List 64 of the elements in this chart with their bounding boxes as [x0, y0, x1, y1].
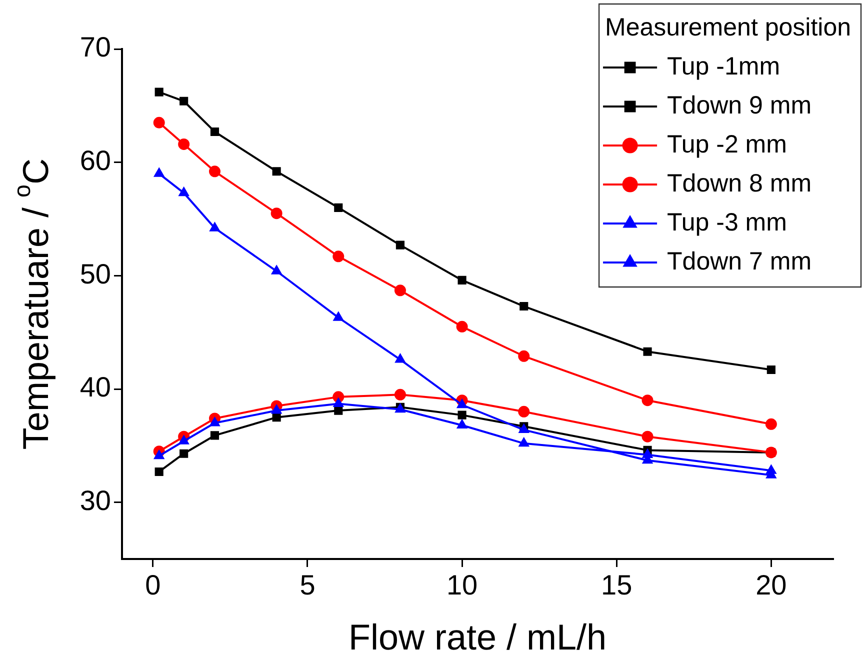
point	[154, 88, 164, 96]
point	[642, 394, 654, 406]
point	[178, 187, 189, 196]
point	[456, 399, 468, 408]
x-tick-label: 10	[446, 570, 478, 601]
point	[333, 398, 344, 407]
point	[765, 418, 777, 430]
point	[210, 222, 220, 232]
point	[518, 350, 530, 362]
point	[154, 467, 164, 476]
point	[154, 450, 164, 460]
point	[394, 284, 406, 296]
point	[518, 406, 530, 418]
point	[178, 138, 190, 150]
legend-label: Tup -1mm	[667, 52, 780, 80]
point	[178, 435, 189, 444]
y-tick-label: 70	[80, 32, 111, 63]
x-tick-label: 15	[601, 570, 632, 601]
point	[642, 448, 653, 458]
x-axis-title: Flow rate / mL/h	[348, 616, 607, 658]
x-tick-label: 5	[300, 570, 316, 601]
x-tick-label: 0	[145, 570, 161, 601]
x-tick-label: 20	[756, 570, 787, 601]
point	[458, 410, 466, 420]
legend-label: Tdown 7 mm	[667, 247, 812, 276]
point	[643, 347, 652, 356]
point	[334, 406, 343, 415]
point	[271, 404, 282, 414]
legend-label: Tdown 9 mm	[667, 91, 812, 120]
point	[396, 240, 405, 250]
y-tick-label: 50	[80, 258, 111, 290]
point	[456, 420, 468, 429]
point	[180, 449, 188, 458]
legend-title: Measurement position	[605, 13, 852, 42]
point	[456, 320, 468, 332]
y-tick-label: 30	[80, 485, 111, 516]
y-tick-label: 60	[80, 145, 111, 176]
point	[520, 302, 528, 311]
point	[518, 438, 529, 447]
point	[154, 168, 164, 177]
point	[208, 166, 220, 178]
point	[210, 127, 220, 136]
point	[766, 365, 776, 374]
point	[333, 312, 344, 321]
point	[458, 276, 466, 284]
point	[395, 354, 406, 363]
point	[766, 464, 776, 474]
legend-label: Tup -3 mm	[667, 208, 787, 236]
point	[153, 116, 165, 128]
y-axis-title: Temperatuare / oC	[9, 158, 56, 450]
point	[180, 96, 188, 106]
y-tick-label: 40	[80, 372, 111, 403]
point	[271, 265, 282, 274]
point	[270, 208, 282, 220]
point	[210, 431, 220, 440]
legend-label: Tdown 8 mm	[667, 169, 812, 198]
point	[394, 388, 406, 400]
point	[332, 250, 344, 262]
point	[518, 424, 529, 434]
point	[210, 417, 220, 426]
legend-label: Tup -2 mm	[667, 130, 787, 158]
point	[642, 430, 654, 442]
point	[272, 167, 281, 176]
point	[334, 203, 343, 212]
